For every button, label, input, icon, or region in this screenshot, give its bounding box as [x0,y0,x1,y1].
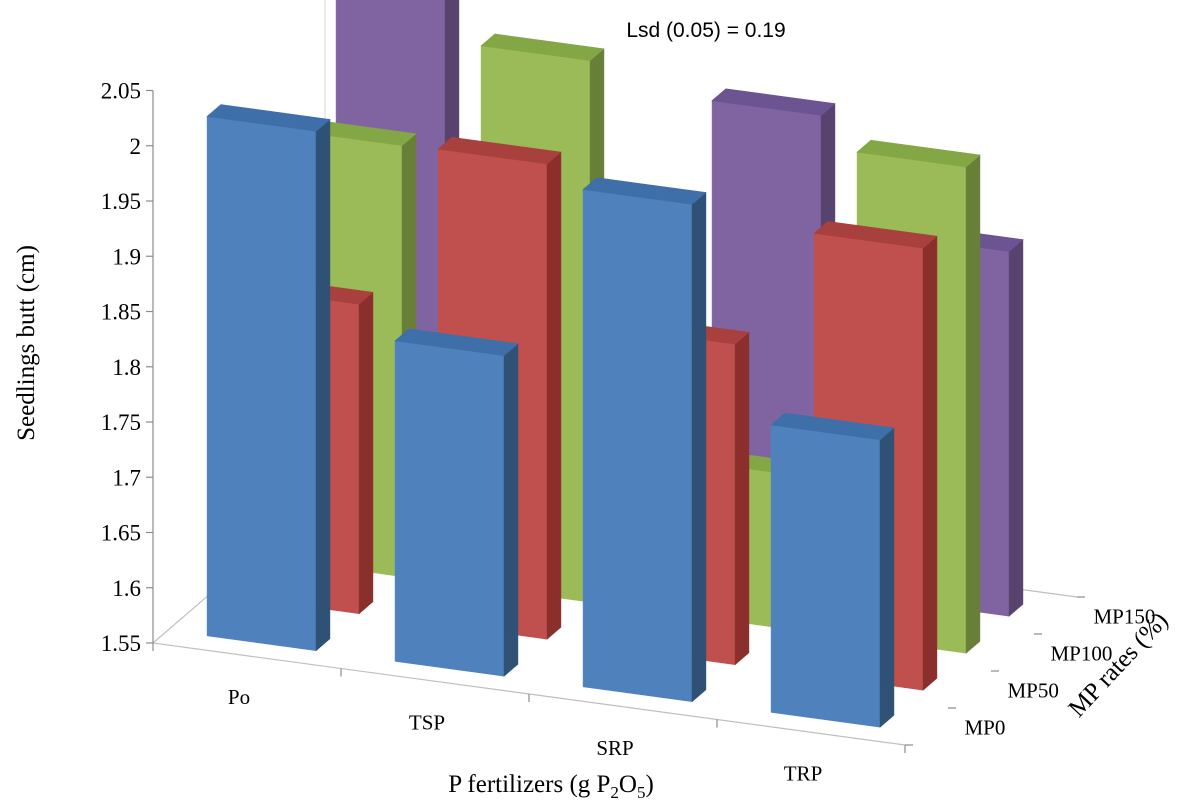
depth-tick-label: MP150 [1094,605,1156,629]
bar-side [315,118,331,652]
bar-top [711,88,836,116]
x-tick-label: Po [228,685,250,709]
bar-top [480,33,605,61]
bar-side [503,343,519,677]
x-tick-label: SRP [596,736,633,760]
bar-top [770,412,895,441]
bar-front [394,340,505,677]
labels: 1.55 1.6 1.65 1.7 1.75 1.8 1.85 1.9 1.95 2 2.05 Po T… [101,79,1156,786]
bar-top [394,328,519,356]
bar-top [856,139,981,168]
bar [206,104,331,652]
bar [394,328,519,677]
depth-tick-label: MP100 [1051,642,1113,666]
depth-tick-label: MP0 [965,716,1006,740]
bar-side [546,151,562,640]
y-tick-label: 1.7 [112,465,141,490]
bar-side [922,235,938,691]
y-tick-label: 1.8 [112,355,141,380]
bar-top [437,136,562,165]
y-tick-label: 1.55 [101,631,141,656]
y-tick-label: 2 [130,134,142,159]
depth-tick-label: MP50 [1008,679,1059,703]
bar-side [879,427,895,728]
y-tick-label: 1.65 [101,521,141,546]
y-tick-label: 1.75 [101,410,141,435]
bar-top [582,177,707,205]
bar-side [1008,238,1024,617]
annotation: Lsd (0.05) = 0.19 [626,19,785,42]
bar-side [734,331,750,666]
y-tick-label: 1.95 [101,189,141,214]
bar [582,177,707,703]
bar-side [358,291,374,615]
bar-front [206,116,317,651]
bar [770,412,895,728]
x-axis-title: P fertilizers (g P2O5) [448,771,654,802]
bars [206,0,1024,728]
bar-side [965,154,981,654]
y-axis-title: Seedlings butt (cm) [13,245,40,441]
y-tick-label: 1.9 [112,244,141,269]
bar-top [206,104,331,132]
bar-side [691,191,707,703]
x-tick-label: TSP [409,710,445,734]
bar-top [813,221,938,249]
bar-front [770,424,881,728]
y-tick-label: 2.05 [101,79,141,104]
x-tick-label: TRP [784,761,823,785]
bar-front [582,189,693,702]
y-tick-label: 1.6 [112,576,141,601]
y-tick-label: 1.85 [101,300,141,325]
